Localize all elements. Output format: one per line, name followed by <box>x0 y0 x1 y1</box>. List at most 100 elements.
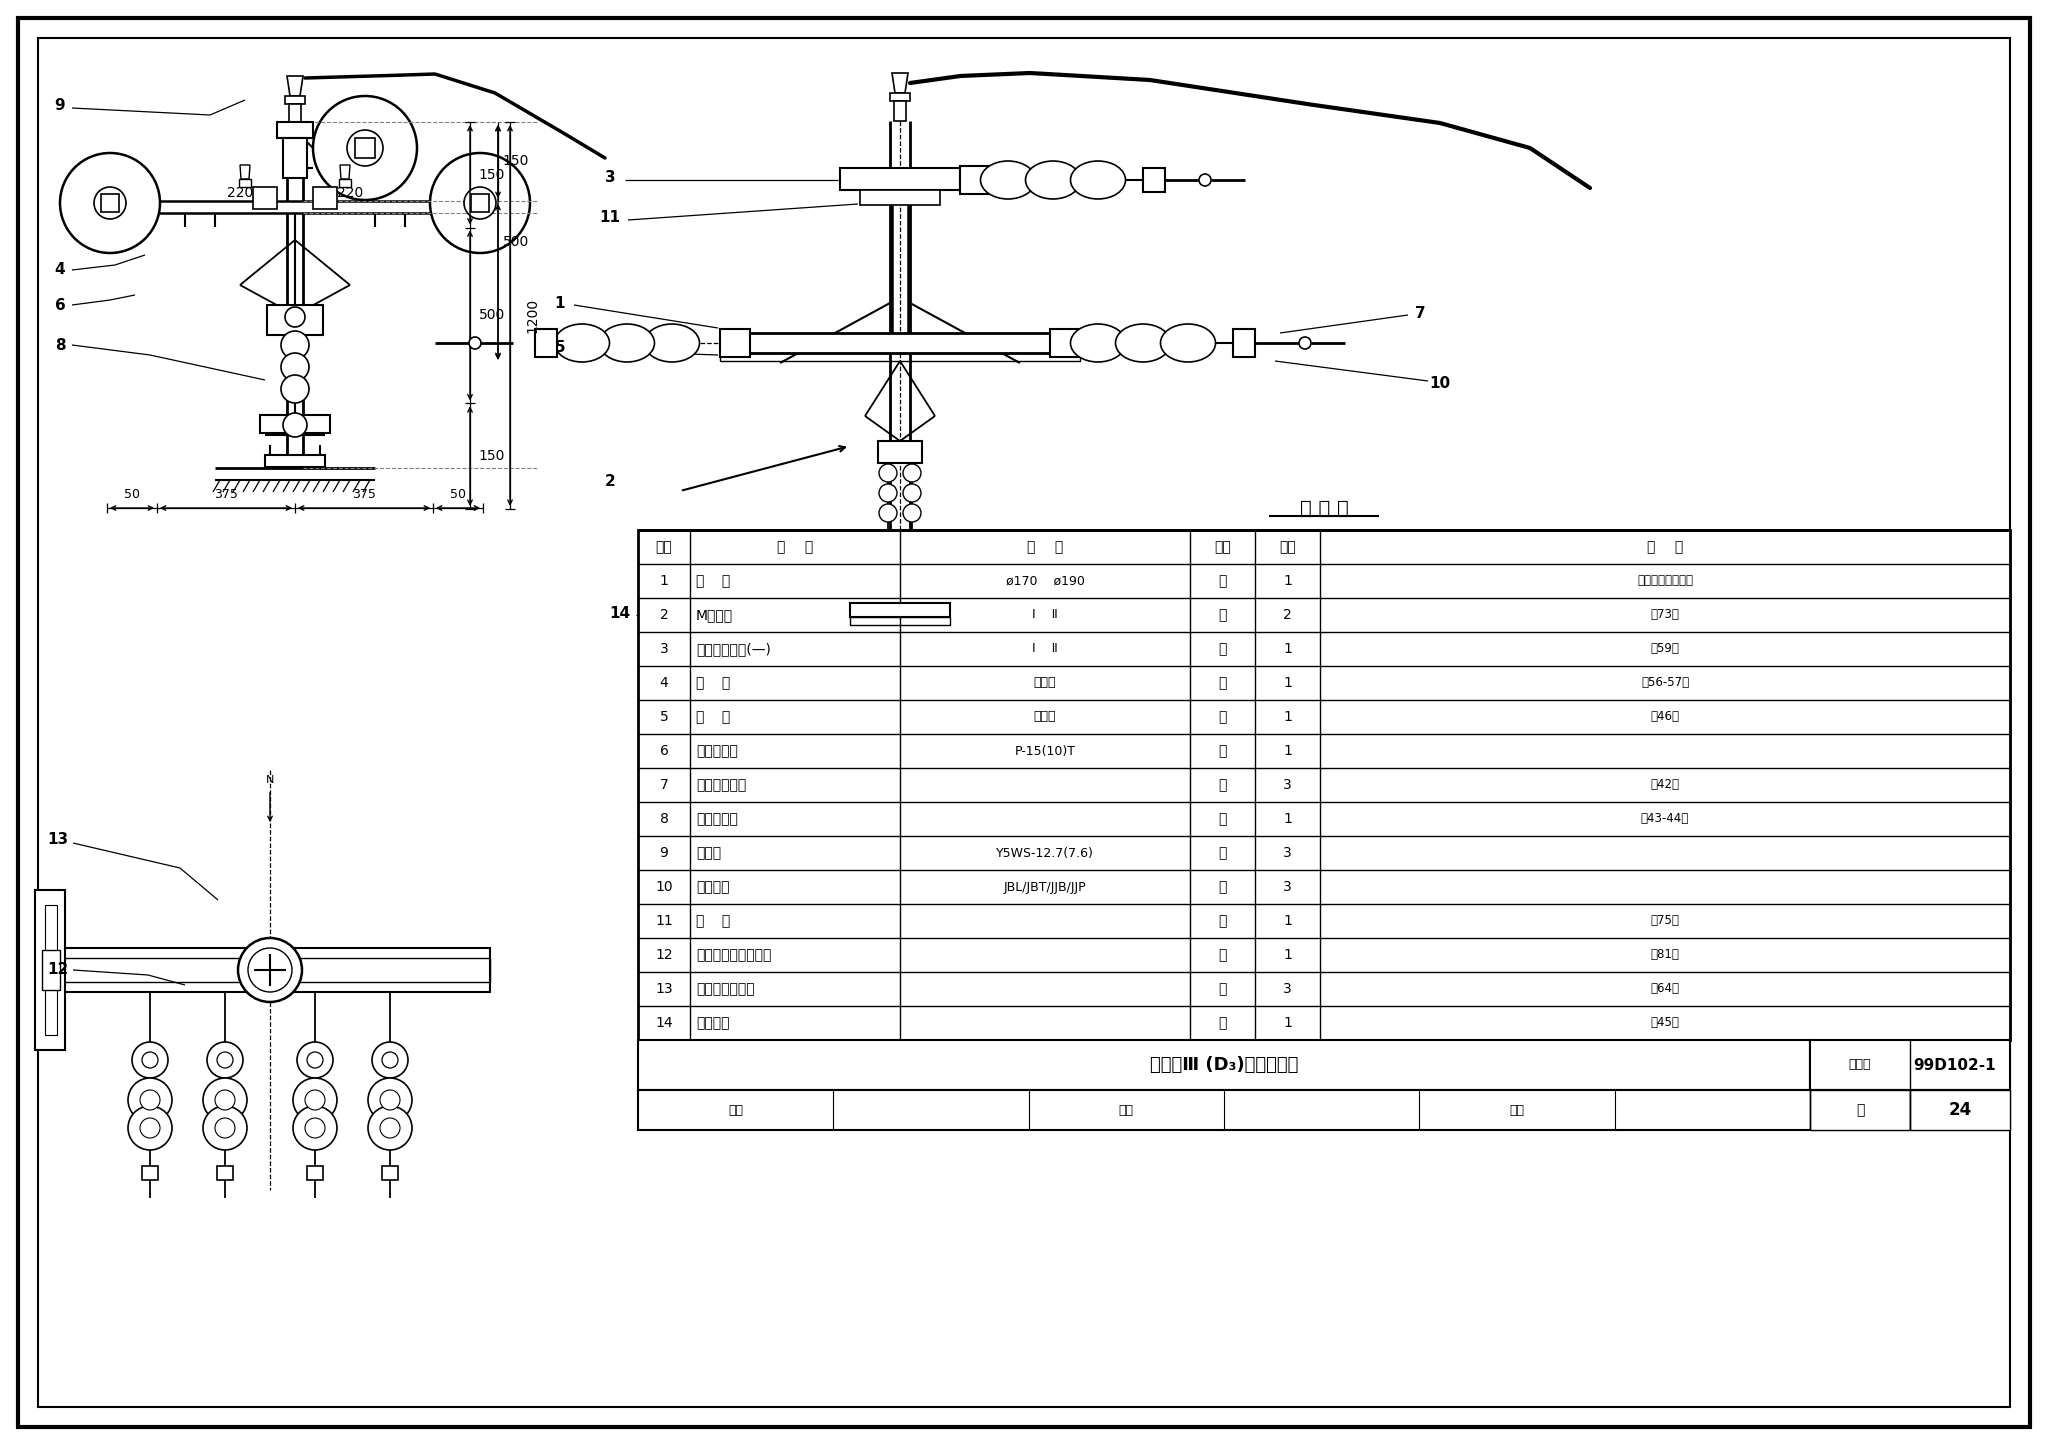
Text: 9: 9 <box>659 845 668 860</box>
Bar <box>1810 1040 2009 1090</box>
Text: 1: 1 <box>1282 915 1292 928</box>
Text: 150: 150 <box>479 449 506 462</box>
Text: P-15(10)T: P-15(10)T <box>1014 744 1075 757</box>
Ellipse shape <box>1071 324 1126 363</box>
Text: 13: 13 <box>655 983 674 996</box>
Circle shape <box>903 464 922 483</box>
Circle shape <box>465 186 496 220</box>
Text: 电    杆: 电 杆 <box>696 574 731 588</box>
Bar <box>1051 329 1079 357</box>
Circle shape <box>305 1118 326 1139</box>
Bar <box>535 329 557 357</box>
Circle shape <box>297 1042 334 1078</box>
Circle shape <box>131 1042 168 1078</box>
Bar <box>879 441 922 462</box>
Bar <box>1143 168 1165 192</box>
Text: 串: 串 <box>1219 777 1227 792</box>
Bar <box>313 186 338 210</box>
Text: 付: 付 <box>1219 642 1227 656</box>
Text: 长度由工程设计定: 长度由工程设计定 <box>1636 575 1694 588</box>
Bar <box>43 949 59 990</box>
Circle shape <box>215 1090 236 1110</box>
Circle shape <box>139 1118 160 1139</box>
Bar <box>240 179 252 186</box>
Text: 单位: 单位 <box>1214 540 1231 553</box>
Circle shape <box>281 331 309 358</box>
Bar <box>45 905 57 1035</box>
Circle shape <box>283 413 307 436</box>
Bar <box>254 186 276 210</box>
Circle shape <box>903 504 922 522</box>
Bar <box>383 1166 397 1181</box>
Circle shape <box>127 1078 172 1121</box>
Text: 150: 150 <box>504 155 528 168</box>
Text: 拉    线: 拉 线 <box>696 709 731 724</box>
Text: 规75页: 规75页 <box>1651 915 1679 928</box>
Text: 3: 3 <box>1284 845 1292 860</box>
Bar <box>285 95 305 104</box>
Ellipse shape <box>1071 160 1126 199</box>
Text: 付: 付 <box>1219 948 1227 962</box>
Circle shape <box>203 1105 248 1150</box>
Bar <box>49 958 489 983</box>
Text: 99D102-1: 99D102-1 <box>1913 1058 1997 1072</box>
Text: 耐张绵缘子串: 耐张绵缘子串 <box>696 777 745 792</box>
Text: 横    担: 横 担 <box>696 676 731 691</box>
Text: 审核: 审核 <box>729 1104 743 1117</box>
Text: 6: 6 <box>55 298 66 312</box>
Text: 1: 1 <box>555 295 565 311</box>
Text: 见附录: 见附录 <box>1034 676 1057 689</box>
Text: JBL/JBT/JJB/JJP: JBL/JBT/JJB/JJP <box>1004 880 1085 893</box>
Text: 11: 11 <box>600 211 621 225</box>
Text: 见附录: 见附录 <box>1034 711 1057 724</box>
Text: I    Ⅱ: I Ⅱ <box>1032 643 1059 656</box>
Text: 1: 1 <box>1282 1016 1292 1030</box>
Circle shape <box>293 1105 338 1150</box>
Text: 规46页: 规46页 <box>1651 711 1679 724</box>
Text: 个: 个 <box>1219 880 1227 894</box>
Circle shape <box>1298 337 1311 350</box>
Bar <box>721 353 1079 361</box>
Text: 4: 4 <box>55 263 66 277</box>
Text: 杆顶支座抱筛(—): 杆顶支座抱筛(—) <box>696 642 770 656</box>
Text: 1200: 1200 <box>524 298 539 332</box>
Text: 规73页: 规73页 <box>1651 608 1679 621</box>
Bar <box>961 166 989 194</box>
Bar <box>307 1166 324 1181</box>
Circle shape <box>879 464 897 483</box>
Bar <box>260 415 330 434</box>
Circle shape <box>248 948 293 993</box>
Bar <box>721 332 1079 353</box>
Bar <box>850 617 950 626</box>
Text: 块: 块 <box>1219 915 1227 928</box>
Ellipse shape <box>1026 160 1081 199</box>
Text: 14: 14 <box>655 1016 674 1030</box>
Circle shape <box>469 337 481 350</box>
Circle shape <box>215 1118 236 1139</box>
Circle shape <box>879 484 897 501</box>
Text: ø170    ø190: ø170 ø190 <box>1006 575 1085 588</box>
Text: 规56-57页: 规56-57页 <box>1640 676 1690 689</box>
Text: 付: 付 <box>1219 983 1227 996</box>
Circle shape <box>313 95 418 199</box>
Circle shape <box>203 1078 248 1121</box>
Text: 电缆终端头: 电缆终端头 <box>696 812 737 827</box>
Text: 3: 3 <box>1284 983 1292 996</box>
Text: 避雷器: 避雷器 <box>696 845 721 860</box>
Text: 根: 根 <box>1219 574 1227 588</box>
Circle shape <box>141 1052 158 1068</box>
Text: 规42页: 规42页 <box>1651 779 1679 792</box>
Text: 1: 1 <box>1282 676 1292 691</box>
Bar <box>895 101 905 121</box>
Bar <box>266 305 324 335</box>
Text: 4: 4 <box>659 676 668 691</box>
Text: I    Ⅱ: I Ⅱ <box>1032 608 1059 621</box>
Ellipse shape <box>981 160 1036 199</box>
Text: 拉    板: 拉 板 <box>696 915 731 928</box>
Bar <box>76 201 514 212</box>
Circle shape <box>94 186 127 220</box>
Text: 1: 1 <box>659 574 668 588</box>
Text: 序号: 序号 <box>655 540 672 553</box>
Text: N: N <box>266 775 274 785</box>
Ellipse shape <box>1161 324 1217 363</box>
